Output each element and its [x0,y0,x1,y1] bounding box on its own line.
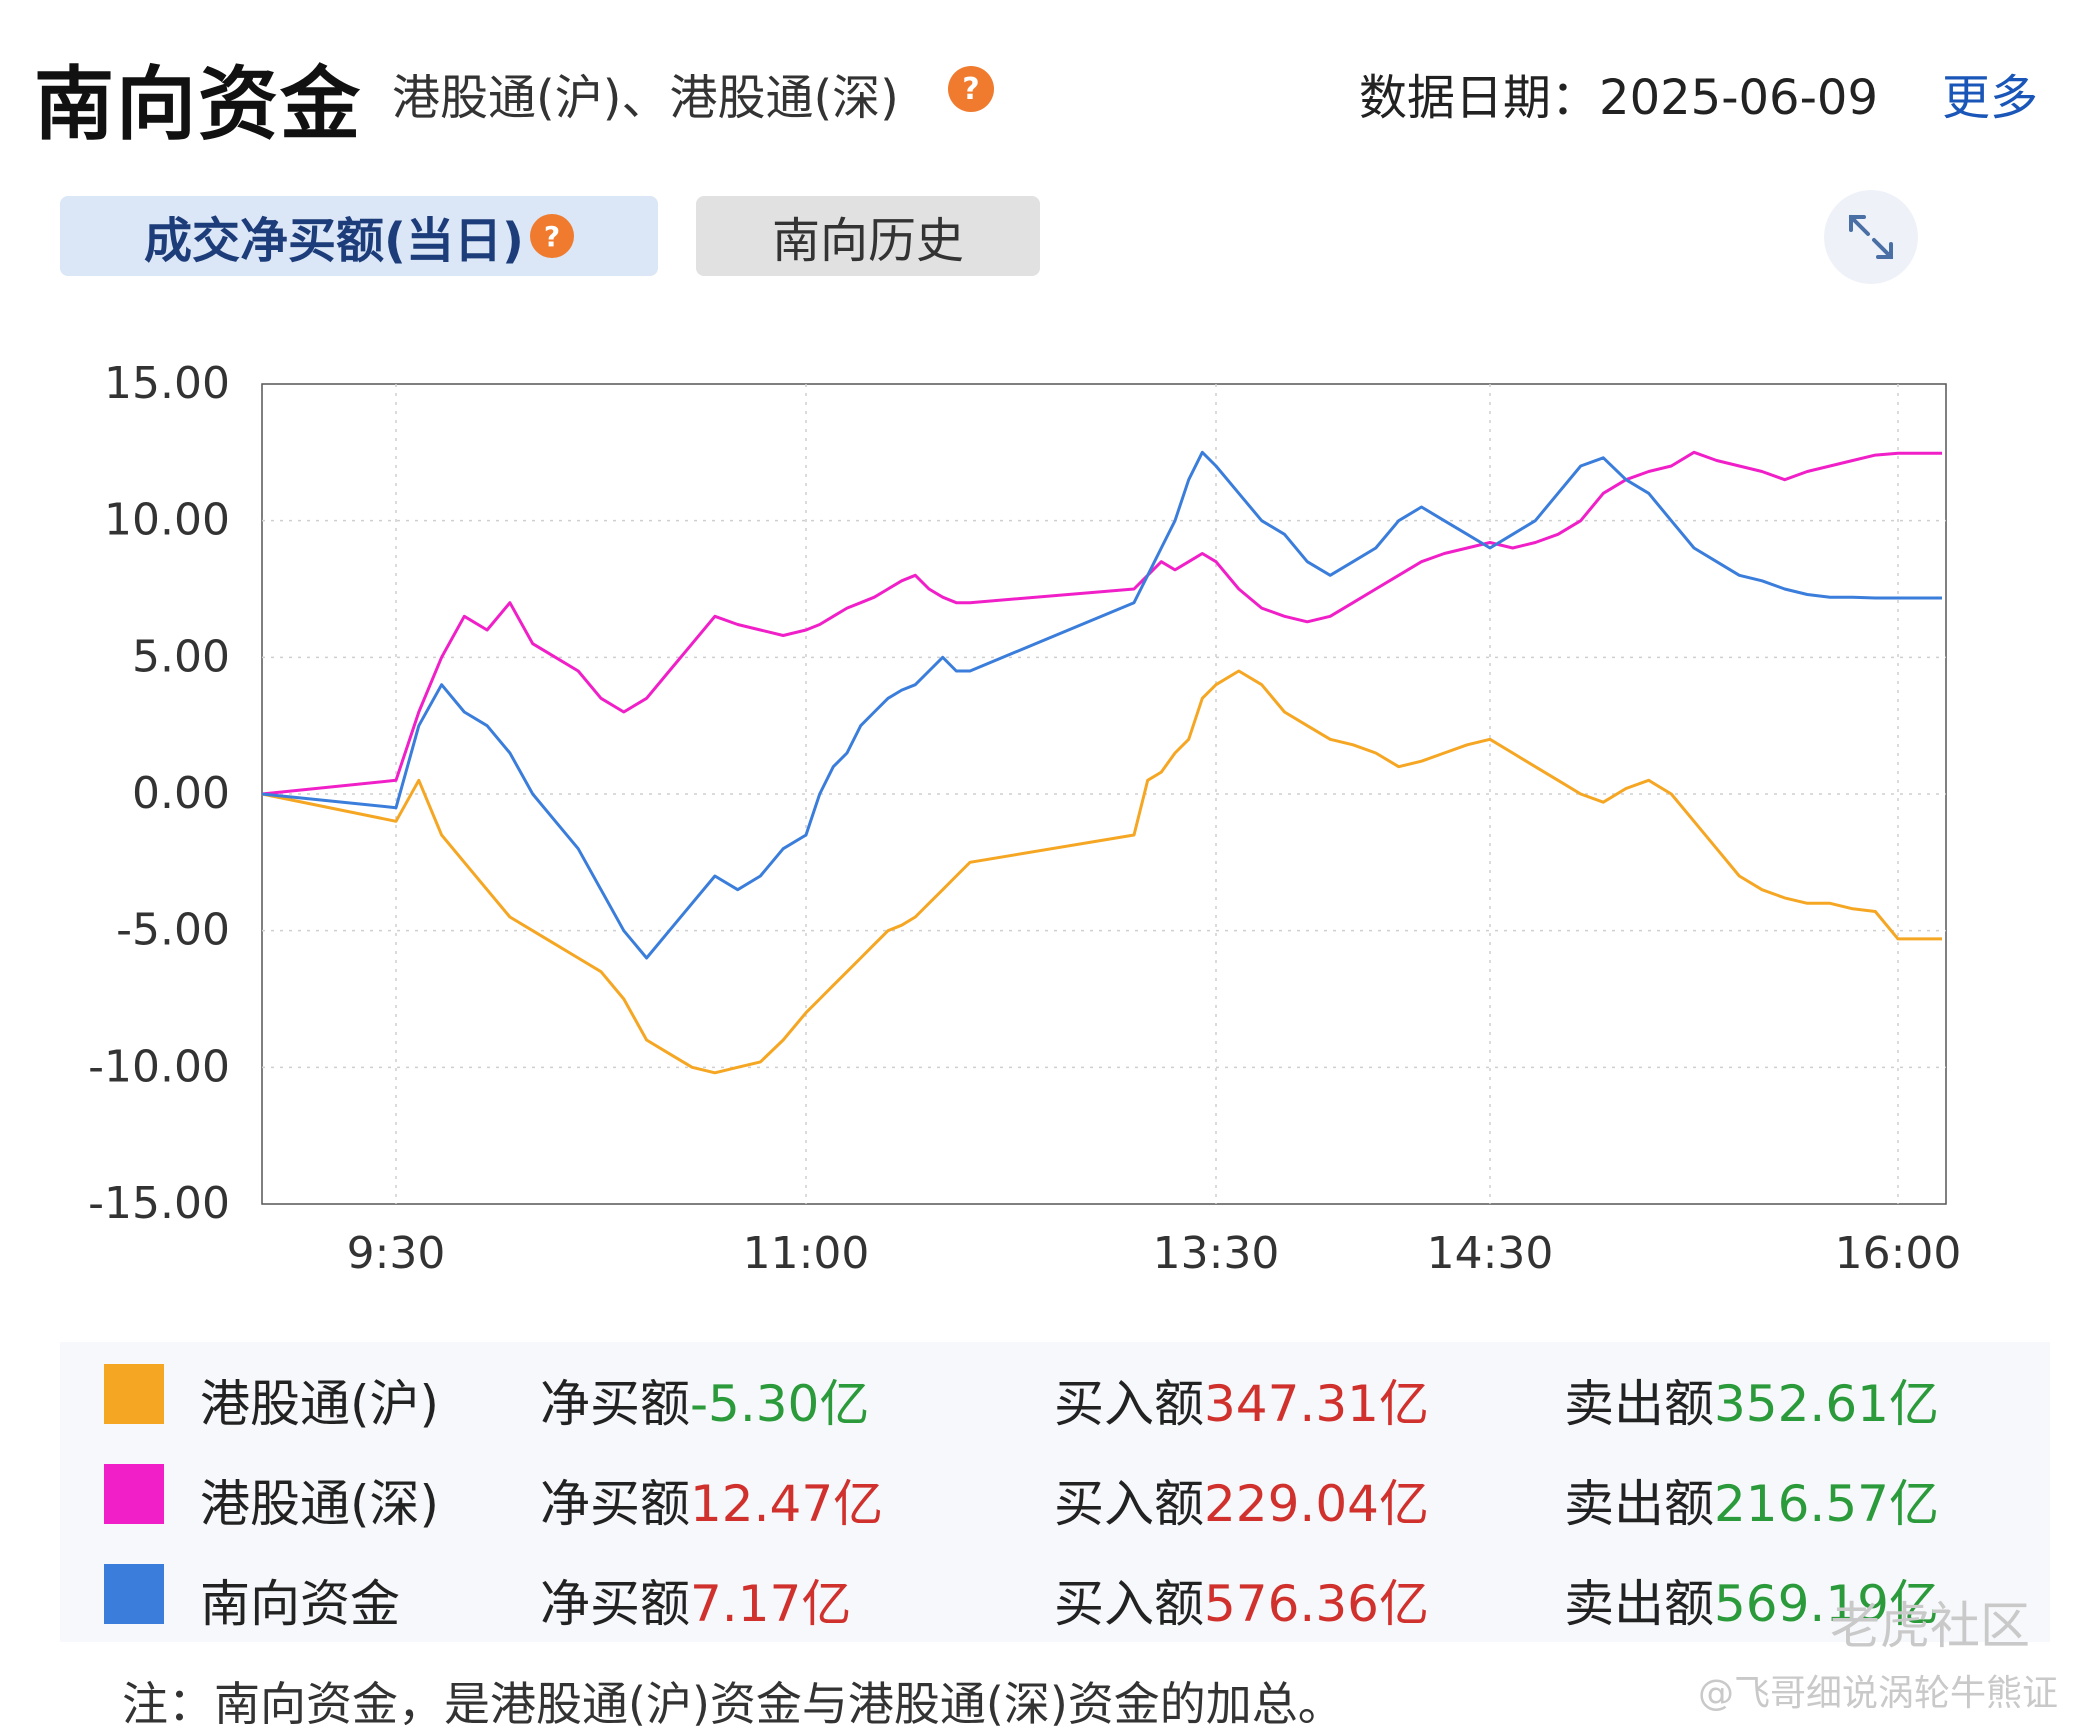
buy-value: 576.36亿 [1204,1575,1429,1633]
legend-row: 港股通(深) 净买额12.47亿 买入额229.04亿 卖出额216.57亿 [60,1442,2050,1542]
legend-row: 港股通(沪) 净买额-5.30亿 买入额347.31亿 卖出额352.61亿 [60,1342,2050,1442]
watermark-author: @飞哥细说涡轮牛熊证 [1697,1673,2058,1714]
net-buy: 净买额12.47亿 [540,1464,883,1536]
y-tick-label: -5.00 [116,905,230,956]
net-buy-value: -5.30亿 [690,1375,870,1433]
net-buy-chart: 15.00 10.00 5.00 0.00 -5.00 -10.00 -15.00 9:30 1… [88,358,1962,1279]
y-tick-label: 10.00 [104,495,230,546]
net-buy: 净买额7.17亿 [540,1564,851,1636]
net-buy-label: 净买额 [540,1475,690,1533]
net-buy-label: 净买额 [540,1375,690,1433]
buy-value: 229.04亿 [1204,1475,1429,1533]
tab-southbound-history[interactable]: 南向历史 [696,196,1040,276]
buy-label: 买入额 [1054,1575,1204,1633]
sell-label: 卖出额 [1564,1475,1714,1533]
footnote: 注：南向资金，是港股通(沪)资金与港股通(深)资金的加总。 [122,1677,1344,1731]
series-line [261,669,1942,1075]
y-tick-label: 0.00 [132,768,230,819]
x-tick-label: 13:30 [1153,1228,1280,1279]
x-tick-label: 16:00 [1835,1228,1962,1279]
series-swatch [104,1464,164,1524]
net-buy: 净买额-5.30亿 [540,1364,869,1436]
sell-value: 216.57亿 [1714,1475,1939,1533]
series-name: 港股通(沪) [200,1375,440,1433]
buy-amount: 买入额576.36亿 [1054,1564,1429,1636]
sell-label: 卖出额 [1564,1575,1714,1633]
net-buy-value: 7.17亿 [690,1575,852,1633]
legend-row: 南向资金 净买额7.17亿 买入额576.36亿 卖出额569.19亿 [60,1542,2050,1642]
tab-label: 南向历史 [771,213,964,269]
buy-amount: 买入额347.31亿 [1054,1364,1429,1436]
expand-button[interactable] [1824,190,1918,284]
tab-net-buy-today[interactable]: 成交净买额(当日) ? [60,196,658,276]
series-swatch [104,1564,164,1624]
legend: 港股通(沪) 净买额-5.30亿 买入额347.31亿 卖出额352.61亿 港… [60,1342,2050,1642]
header: 南向资金 港股通(沪)、港股通(深) ? 数据日期：2025-06-09 更多 … [0,0,2088,284]
series-swatch [104,1364,164,1424]
series-name: 港股通(深) [200,1475,440,1533]
y-tick-label: 5.00 [132,631,230,682]
page-subtitle: 港股通(沪)、港股通(深) [392,70,899,126]
x-tick-label: 11:00 [743,1228,870,1279]
sell-value: 569.19亿 [1714,1575,1939,1633]
sell-value: 352.61亿 [1714,1375,1939,1433]
buy-value: 347.31亿 [1204,1375,1429,1433]
series-name: 南向资金 [200,1575,400,1633]
sell-amount: 卖出额352.61亿 [1564,1364,1939,1436]
sell-amount: 卖出额569.19亿 [1564,1564,1939,1636]
buy-label: 买入额 [1054,1375,1204,1433]
more-link[interactable]: 更多 [1941,70,2038,126]
page-title: 南向资金 [34,58,362,151]
buy-amount: 买入额229.04亿 [1054,1464,1429,1536]
expand-icon [1849,215,1893,259]
net-buy-value: 12.47亿 [690,1475,884,1533]
help-icon[interactable]: ? [948,66,994,112]
tab-label: 成交净买额(当日) [144,213,524,269]
sell-label: 卖出额 [1564,1375,1714,1433]
sell-amount: 卖出额216.57亿 [1564,1464,1939,1536]
y-tick-label: -10.00 [88,1041,230,1092]
x-tick-label: 14:30 [1427,1228,1554,1279]
y-tick-label: 15.00 [104,358,230,409]
watermark-logo: 老虎社区 [1830,1597,2030,1655]
x-tick-label: 9:30 [347,1228,446,1279]
net-buy-label: 净买额 [540,1575,690,1633]
y-tick-label: -15.00 [88,1178,230,1229]
series-line [261,450,1942,796]
series-line [261,450,1942,960]
help-icon[interactable]: ? [529,214,574,258]
buy-label: 买入额 [1054,1475,1204,1533]
data-date: 数据日期：2025-06-09 [1359,70,1878,126]
